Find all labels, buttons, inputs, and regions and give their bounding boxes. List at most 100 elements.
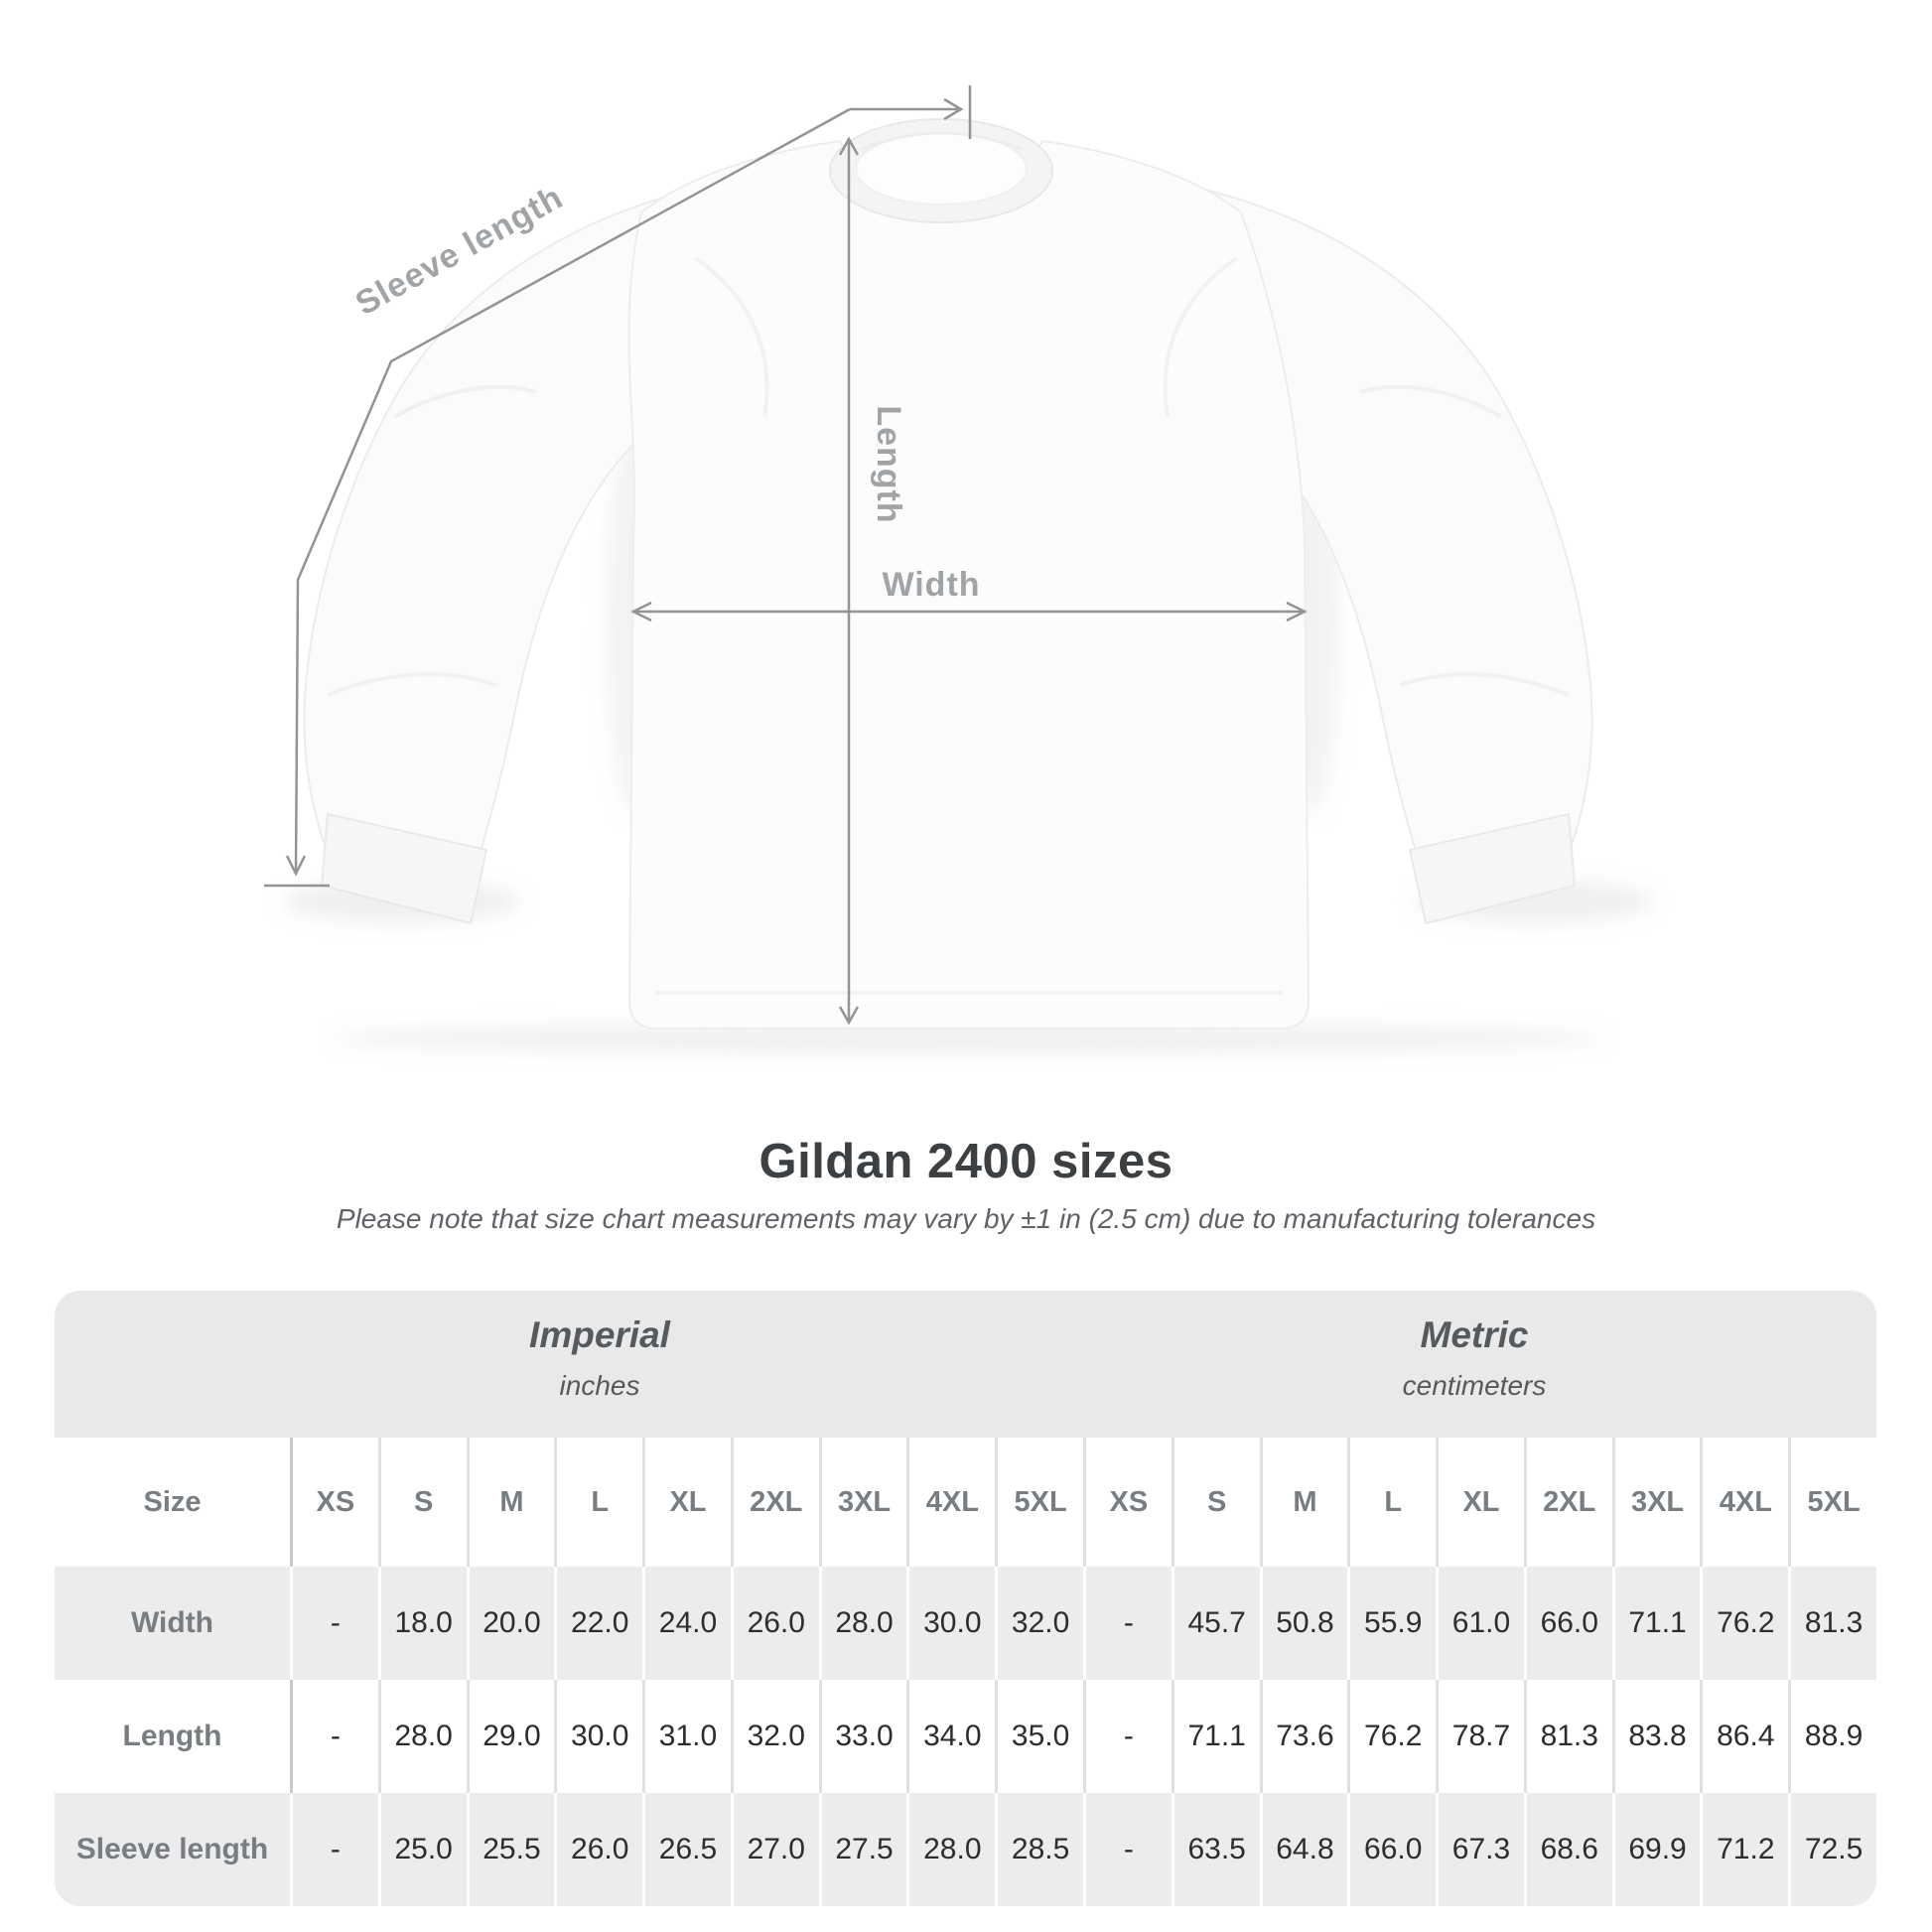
- tolerance-note: Please note that size chart measurements…: [336, 1203, 1596, 1234]
- width-label: Width: [882, 566, 980, 604]
- measurement-cell: -: [1083, 1567, 1172, 1680]
- measurement-cell: -: [290, 1567, 378, 1680]
- size-column-header: 4XL: [1700, 1438, 1788, 1567]
- length-arrow-down: [838, 1006, 860, 1026]
- metric-unit-group: Metric centimeters: [1403, 1314, 1547, 1402]
- measurement-cell: 63.5: [1171, 1793, 1260, 1906]
- measurement-cell: 27.0: [730, 1793, 819, 1906]
- measurement-cell: 24.0: [642, 1567, 731, 1680]
- measurement-cell: 64.8: [1259, 1793, 1348, 1906]
- size-column-header: 2XL: [1523, 1438, 1612, 1567]
- measurement-cell: -: [1083, 1680, 1172, 1793]
- measurement-cell: 73.6: [1259, 1680, 1348, 1793]
- measurement-cell: 78.7: [1436, 1680, 1524, 1793]
- measurement-cell: 33.0: [818, 1680, 907, 1793]
- size-column-header: M: [466, 1438, 555, 1567]
- sleeve-arrow-down: [285, 855, 307, 877]
- measurement-cell: 61.0: [1436, 1567, 1524, 1680]
- measurement-cell: 31.0: [642, 1680, 731, 1793]
- imperial-sublabel: inches: [559, 1370, 640, 1401]
- measurement-cell: 81.3: [1788, 1567, 1876, 1680]
- measurement-cell: 66.0: [1347, 1793, 1436, 1906]
- measurement-cell: 25.5: [466, 1793, 555, 1906]
- measurement-cell: 20.0: [466, 1567, 555, 1680]
- measurement-cell: -: [290, 1680, 378, 1793]
- measurement-row: Sleeve length -25.0 25.5 26.0 26.5 27.0 27.5 28…: [55, 1793, 1876, 1906]
- measurement-cell: 76.2: [1347, 1680, 1436, 1793]
- measurement-cell: 27.5: [818, 1793, 907, 1906]
- measurement-row: Length -28.0 29.0 30.0 31.0 32.0 33.0 34.0 35.0-…: [55, 1680, 1876, 1793]
- measurement-row-label: Sleeve length: [75, 1833, 269, 1865]
- measurement-cell: 83.8: [1611, 1680, 1701, 1793]
- measurement-cell: 32.0: [730, 1680, 819, 1793]
- size-column-header: XL: [1436, 1438, 1524, 1567]
- size-column-header: XS: [290, 1438, 378, 1567]
- measurement-cell: 30.0: [906, 1567, 995, 1680]
- size-chart-table: Imperial inches Metric centimeters Size X…: [55, 1291, 1876, 1906]
- size-column-header: L: [554, 1438, 642, 1567]
- measurement-cell: 28.5: [995, 1793, 1083, 1906]
- measurement-cell: 28.0: [906, 1793, 995, 1906]
- measurement-cell: 81.3: [1523, 1680, 1612, 1793]
- units-band: Imperial inches Metric centimeters: [55, 1291, 1876, 1438]
- measurement-cell: 26.5: [642, 1793, 731, 1906]
- measurement-lines: [264, 85, 1308, 1026]
- measurement-cell: 32.0: [995, 1567, 1083, 1680]
- right-cuff: [1409, 813, 1576, 924]
- measurement-cell: -: [1083, 1793, 1172, 1906]
- measurement-cell: -: [290, 1793, 378, 1906]
- measurement-cell: 71.1: [1171, 1680, 1260, 1793]
- measurement-cell: 28.0: [818, 1567, 907, 1680]
- size-column-header: M: [1259, 1438, 1348, 1567]
- left-cuff: [321, 813, 487, 924]
- size-column-header: XS: [1083, 1438, 1172, 1567]
- measurement-cell: 55.9: [1347, 1567, 1436, 1680]
- measurement-cell: 26.0: [554, 1793, 642, 1906]
- imperial-unit-group: Imperial inches: [529, 1314, 670, 1402]
- measurement-cell: 88.9: [1788, 1680, 1876, 1793]
- length-label: Length: [870, 405, 907, 523]
- size-column-header: 3XL: [818, 1438, 907, 1567]
- measurement-cell: 68.6: [1523, 1793, 1612, 1906]
- measurement-cell: 50.8: [1259, 1567, 1348, 1680]
- measurement-cell: 18.0: [377, 1567, 467, 1680]
- size-column-header: 3XL: [1611, 1438, 1701, 1567]
- size-header-label: Size: [143, 1485, 202, 1518]
- measurement-cell: 22.0: [554, 1567, 642, 1680]
- measurement-rows: Width -18.0 20.0 22.0 24.0 26.0 28.0 30.0 32.0-4…: [55, 1567, 1876, 1906]
- shirt-body: [627, 139, 1311, 1030]
- sleeve-arrow-right: [943, 97, 964, 121]
- right-sleeve: [1199, 187, 1593, 924]
- measurement-cell: 66.0: [1523, 1567, 1612, 1680]
- measurement-cell: 72.5: [1788, 1793, 1876, 1906]
- measurement-cell: 30.0: [554, 1680, 642, 1793]
- size-column-header: 2XL: [730, 1438, 819, 1567]
- shirt-diagram-svg: Sleeve length Length Width: [264, 85, 1653, 1054]
- measurement-cell: 69.9: [1611, 1793, 1701, 1906]
- size-column-header: L: [1347, 1438, 1436, 1567]
- collar: [829, 118, 1053, 223]
- measurement-cell: 86.4: [1700, 1680, 1788, 1793]
- width-arrow-left: [630, 601, 652, 622]
- measurement-row-label: Width: [130, 1606, 214, 1639]
- measurement-cell: 29.0: [466, 1680, 555, 1793]
- size-column-header: S: [377, 1438, 467, 1567]
- measurement-cell: 45.7: [1171, 1567, 1260, 1680]
- metric-sublabel: centimeters: [1402, 1370, 1547, 1401]
- measurement-cell: 28.0: [377, 1680, 467, 1793]
- shirt-diagram: Sleeve length Length Width: [264, 85, 1653, 1054]
- measurement-cell: 71.1: [1611, 1567, 1701, 1680]
- measurement-row-label: Length: [122, 1720, 222, 1752]
- measurement-cell: 71.2: [1700, 1793, 1788, 1906]
- size-column-header: S: [1171, 1438, 1260, 1567]
- measurement-cell: 67.3: [1436, 1793, 1524, 1906]
- measurement-cell: 34.0: [906, 1680, 995, 1793]
- imperial-label: Imperial: [529, 1314, 670, 1355]
- width-arrow-right: [1286, 601, 1308, 622]
- size-header-row: Size XS S M L XL 2XL 3XL 4XL 5XL XS S M L XL 2XL 3XL 4XL 5…: [55, 1438, 1876, 1567]
- page-title: Gildan 2400 sizes: [759, 1135, 1173, 1188]
- size-column-header: 5XL: [1788, 1438, 1876, 1567]
- left-sleeve: [303, 187, 697, 924]
- measurement-row: Width -18.0 20.0 22.0 24.0 26.0 28.0 30.0 32.0-4…: [55, 1567, 1876, 1680]
